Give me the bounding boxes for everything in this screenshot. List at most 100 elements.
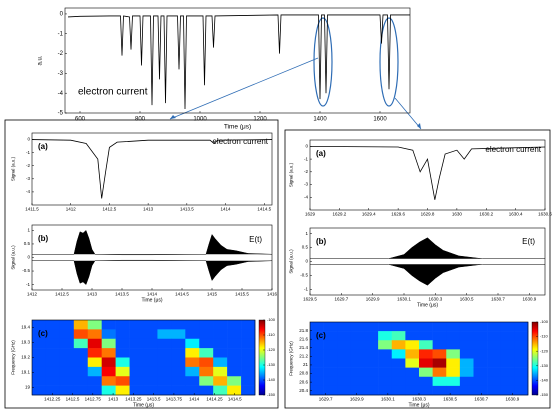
x-tick-label: 1629.6 xyxy=(391,212,405,217)
x-tick-label: 1412.5 xyxy=(55,292,69,297)
spectrogram-cell xyxy=(157,385,172,396)
x-tick-label: 1413 xyxy=(87,292,98,297)
x-axis-label: Time (μs) xyxy=(133,403,154,409)
x-tick-label: 1400 xyxy=(313,117,327,123)
spectrogram-cell xyxy=(227,385,242,396)
y-tick-label: -4 xyxy=(58,91,64,97)
colorbar-tick-label: -130 xyxy=(540,363,549,368)
spectrogram-cell xyxy=(32,348,47,358)
spectrogram-cell xyxy=(364,340,379,350)
x-tick-label: 1412.5 xyxy=(66,397,80,402)
y-tick-label: 1 xyxy=(305,231,308,236)
y-tick-label: 21.2 xyxy=(299,354,308,359)
spectrogram-cell xyxy=(185,348,200,358)
spectrogram-cell xyxy=(487,349,502,359)
spectrogram-cell xyxy=(459,349,474,359)
spectrogram-cell xyxy=(364,331,379,341)
spectrogram-cell xyxy=(129,385,144,396)
panel-label: (a) xyxy=(316,149,326,158)
spectrogram-cell xyxy=(487,385,502,396)
spectrogram-cell xyxy=(473,322,488,332)
spectrogram-cell xyxy=(323,322,338,332)
spectrogram-cell xyxy=(378,349,393,359)
spectrogram-cell xyxy=(500,376,515,387)
x-tick-label: 1414.5 xyxy=(228,397,242,402)
spectrogram-cell xyxy=(101,376,116,386)
spectrogram-cell xyxy=(199,385,214,396)
y-tick-label: -0.5 xyxy=(300,273,308,278)
spectrogram-cell xyxy=(157,338,172,349)
spectrogram-cell xyxy=(378,322,393,332)
spectrogram-cell xyxy=(101,385,116,396)
spectrogram-cell xyxy=(432,367,447,378)
spectrogram-cell xyxy=(171,348,186,358)
annotation: E(t) xyxy=(249,235,262,244)
x-tick-label: 1630.7 xyxy=(474,397,488,402)
x-tick-label: 1412.25 xyxy=(44,397,61,402)
spectrogram-cell xyxy=(391,358,406,368)
x-tick-label: 1629.7 xyxy=(334,297,348,302)
x-tick-label: 1200 xyxy=(253,117,267,123)
spectrogram-cell xyxy=(350,358,365,368)
y-tick-label: 19.3 xyxy=(21,340,30,345)
spectrogram-cell xyxy=(115,366,130,377)
spectrogram-cell xyxy=(419,349,433,359)
spectrogram-cell xyxy=(213,320,228,330)
spectrogram-cell xyxy=(157,348,172,358)
x-tick-label: 1630.6 xyxy=(538,212,552,217)
spectrogram-cell xyxy=(185,320,200,330)
spectrogram-cell xyxy=(45,385,61,396)
signal-envelope xyxy=(32,259,273,286)
left-panel-frame xyxy=(4,119,279,409)
spectrogram-cell xyxy=(115,348,130,358)
spectrogram-cell xyxy=(171,385,186,396)
spectrogram-cell xyxy=(473,358,488,368)
spectrogram-cell xyxy=(310,322,324,332)
y-tick-label: 0 xyxy=(27,137,30,142)
spectrogram-cell xyxy=(59,366,75,377)
spectrogram-cell xyxy=(514,340,529,350)
spectrogram-cell xyxy=(101,338,116,349)
y-tick-label: 19.4 xyxy=(21,325,30,330)
spectrogram-cell xyxy=(185,385,200,396)
spectrogram-cell xyxy=(337,367,352,378)
spectrogram-cell xyxy=(213,329,228,340)
spectrogram-cell xyxy=(59,357,75,368)
spectrogram-cell xyxy=(32,366,47,377)
y-tick-label: 0 xyxy=(305,259,308,264)
plot-frame xyxy=(31,132,273,206)
spectrogram-cell xyxy=(405,367,420,378)
x-tick-label: 1413.25 xyxy=(125,397,142,402)
spectrogram-cell xyxy=(73,357,89,368)
spectrogram-cell xyxy=(514,376,529,387)
spectrogram-cell xyxy=(185,329,200,340)
spectrogram-cell xyxy=(32,320,47,330)
spectrogram-cell xyxy=(59,338,75,349)
spectrogram-cell xyxy=(241,385,256,396)
colorbar-tick-label: -100 xyxy=(540,319,549,324)
colorbar xyxy=(531,321,539,396)
y-tick-label: 21.4 xyxy=(299,345,308,350)
spectrogram-cell xyxy=(378,376,393,387)
y-tick-label: 21 xyxy=(303,362,309,367)
spectrogram-cell xyxy=(87,338,102,349)
spectrogram-cell xyxy=(171,338,186,349)
y-tick-label: 19.1 xyxy=(21,370,30,375)
spectrogram-cell xyxy=(241,357,256,368)
spectrogram-cell xyxy=(129,348,144,358)
zoom-ellipse xyxy=(313,17,333,107)
spectrogram-cell xyxy=(73,320,89,330)
spectrogram-cell xyxy=(87,320,102,330)
x-tick-label: 1414.25 xyxy=(206,397,223,402)
x-tick-label: 1414.5 xyxy=(257,207,271,212)
x-tick-label: 1416 xyxy=(267,292,278,297)
spectrogram-cell xyxy=(310,385,324,396)
spectrogram-cell xyxy=(143,348,158,358)
x-tick-label: 1412.5 xyxy=(103,207,117,212)
spectrogram-cell xyxy=(199,366,214,377)
spectrogram-cell xyxy=(171,320,186,330)
spectrogram-cell xyxy=(143,385,158,396)
annotation: electron current xyxy=(78,87,148,98)
spectrogram-cell xyxy=(73,338,89,349)
spectrogram-cell xyxy=(157,320,172,330)
